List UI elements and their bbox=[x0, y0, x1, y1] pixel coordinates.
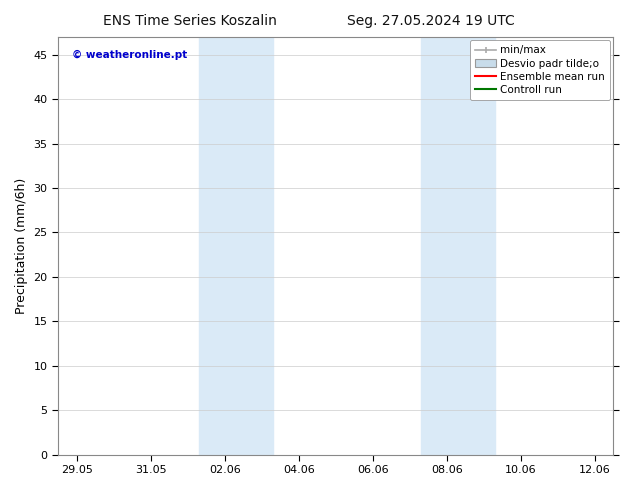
Bar bbox=[421, 37, 495, 455]
Y-axis label: Precipitation (mm/6h): Precipitation (mm/6h) bbox=[15, 178, 28, 314]
Bar bbox=[199, 37, 273, 455]
Legend: min/max, Desvio padr tilde;o, Ensemble mean run, Controll run: min/max, Desvio padr tilde;o, Ensemble m… bbox=[470, 40, 611, 100]
Text: ENS Time Series Koszalin: ENS Time Series Koszalin bbox=[103, 14, 277, 28]
Text: Seg. 27.05.2024 19 UTC: Seg. 27.05.2024 19 UTC bbox=[347, 14, 515, 28]
Text: © weatheronline.pt: © weatheronline.pt bbox=[72, 49, 187, 60]
